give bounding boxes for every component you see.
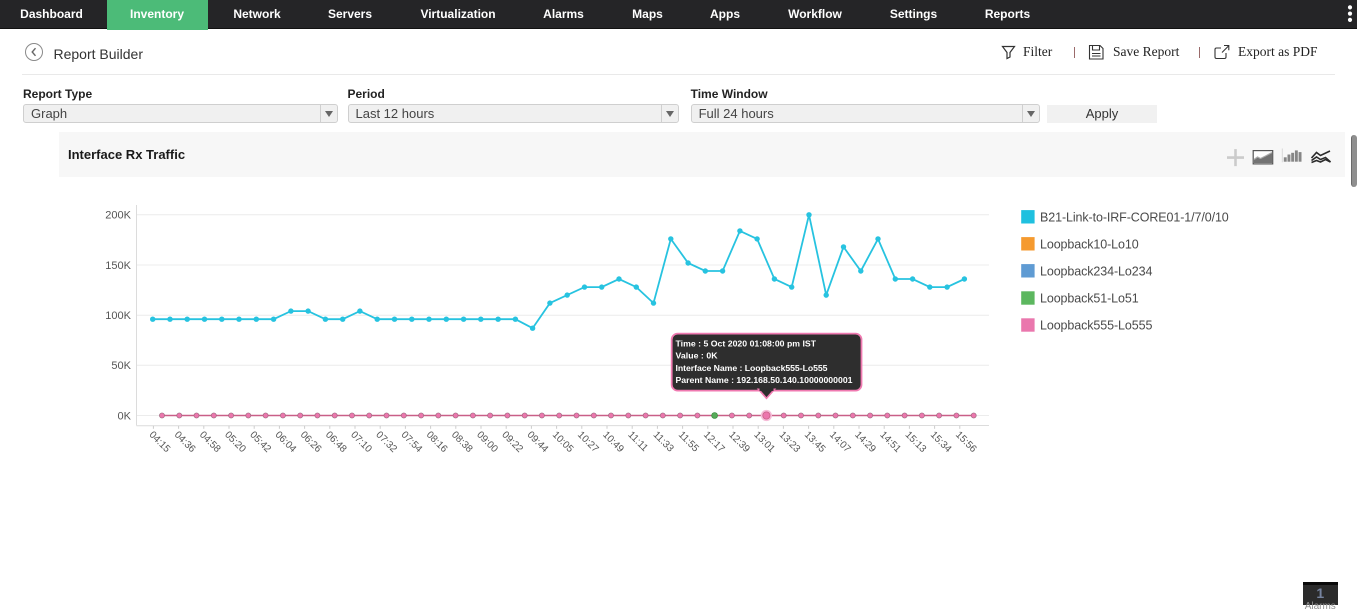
svg-text:14:07: 14:07	[827, 430, 853, 456]
svg-text:150K: 150K	[105, 260, 131, 272]
svg-text:10:27: 10:27	[575, 430, 601, 456]
svg-text:04:36: 04:36	[172, 430, 198, 456]
svg-text:0K: 0K	[118, 410, 132, 422]
svg-text:200K: 200K	[105, 210, 131, 222]
svg-text:10:05: 10:05	[550, 430, 576, 456]
svg-text:09:22: 09:22	[499, 430, 525, 456]
svg-text:05:42: 05:42	[247, 430, 273, 456]
svg-text:15:13: 15:13	[903, 430, 929, 456]
svg-text:15:56: 15:56	[953, 430, 979, 456]
svg-text:Value : 0K: Value : 0K	[676, 351, 719, 361]
svg-text:13:45: 13:45	[802, 430, 828, 456]
svg-text:11:33: 11:33	[651, 430, 676, 455]
svg-text:Parent Name : 192.168.50.140.1: Parent Name : 192.168.50.140.10000000001	[676, 375, 853, 385]
svg-text:100K: 100K	[105, 310, 131, 322]
svg-text:07:32: 07:32	[373, 430, 399, 456]
svg-text:05:20: 05:20	[222, 430, 248, 456]
svg-text:Time : 5 Oct 2020 01:08:00 pm: Time : 5 Oct 2020 01:08:00 pm IST	[676, 339, 817, 349]
svg-text:07:10: 07:10	[348, 430, 374, 456]
svg-text:08:38: 08:38	[449, 430, 475, 456]
svg-text:09:44: 09:44	[525, 430, 551, 456]
svg-text:11:11: 11:11	[625, 430, 650, 455]
svg-text:08:16: 08:16	[424, 430, 450, 456]
svg-text:50K: 50K	[111, 360, 131, 372]
svg-text:Loopback555-Lo555: Loopback555-Lo555	[1040, 319, 1152, 333]
svg-text:06:04: 06:04	[273, 430, 299, 456]
svg-text:09:00: 09:00	[474, 430, 500, 456]
svg-text:14:29: 14:29	[852, 430, 878, 456]
svg-text:Loopback234-Lo234: Loopback234-Lo234	[1040, 265, 1152, 279]
svg-text:14:51: 14:51	[877, 430, 903, 456]
svg-text:06:26: 06:26	[298, 430, 324, 456]
svg-text:07:54: 07:54	[399, 430, 425, 456]
svg-text:04:15: 04:15	[147, 430, 173, 456]
svg-text:10:49: 10:49	[600, 430, 626, 456]
svg-text:B21-Link-to-IRF-CORE01-1/7/0/1: B21-Link-to-IRF-CORE01-1/7/0/10	[1040, 211, 1229, 225]
svg-text:12:17: 12:17	[701, 430, 727, 456]
svg-text:13:23: 13:23	[777, 430, 803, 456]
svg-text:Loopback51-Lo51: Loopback51-Lo51	[1040, 292, 1139, 306]
svg-text:15:34: 15:34	[928, 430, 954, 456]
svg-text:Loopback10-Lo10: Loopback10-Lo10	[1040, 238, 1139, 252]
svg-text:04:58: 04:58	[197, 430, 223, 456]
svg-text:11:55: 11:55	[676, 430, 701, 455]
svg-text:13:01: 13:01	[751, 430, 777, 456]
svg-text:06:48: 06:48	[323, 430, 349, 456]
svg-text:12:39: 12:39	[726, 430, 752, 456]
svg-text:Interface Name : Loopback555-L: Interface Name : Loopback555-Lo555	[676, 363, 828, 373]
